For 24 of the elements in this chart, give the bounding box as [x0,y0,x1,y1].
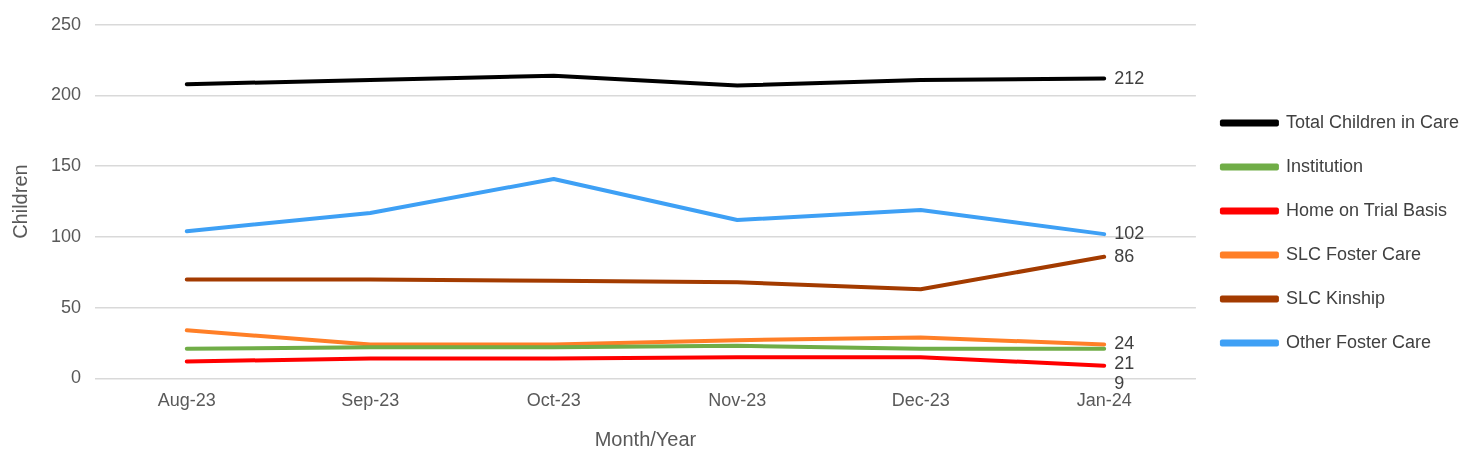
legend-label: SLC Kinship [1285,287,1385,308]
y-tick-label: 100 [50,225,82,246]
x-tick-label: Oct-23 [526,390,581,411]
legend-label: Institution [1285,155,1363,176]
x-tick-label: Nov-23 [708,390,767,411]
y-tick-label: 250 [50,13,82,34]
legend-label: SLC Foster Care [1285,243,1421,264]
y-tick-label: 50 [61,296,82,317]
legend-label: Other Foster Care [1285,331,1431,352]
data-label: 21 [1114,353,1135,374]
x-tick-label: Dec-23 [891,390,950,411]
y-axis-title: Children [8,164,31,239]
legend-label: Home on Trial Basis [1285,199,1447,220]
x-axis-title: Month/Year [594,427,697,450]
data-label: 86 [1114,245,1135,266]
y-tick-label: 200 [50,84,82,105]
x-tick-label: Sep-23 [341,390,400,411]
x-tick-label: Aug-23 [157,390,216,411]
legend-label: Total Children in Care [1285,111,1460,132]
data-label: 102 [1114,223,1145,244]
data-label: 24 [1114,333,1135,354]
data-label: 212 [1114,67,1145,88]
y-tick-label: 0 [71,367,82,388]
y-tick-label: 150 [50,155,82,176]
